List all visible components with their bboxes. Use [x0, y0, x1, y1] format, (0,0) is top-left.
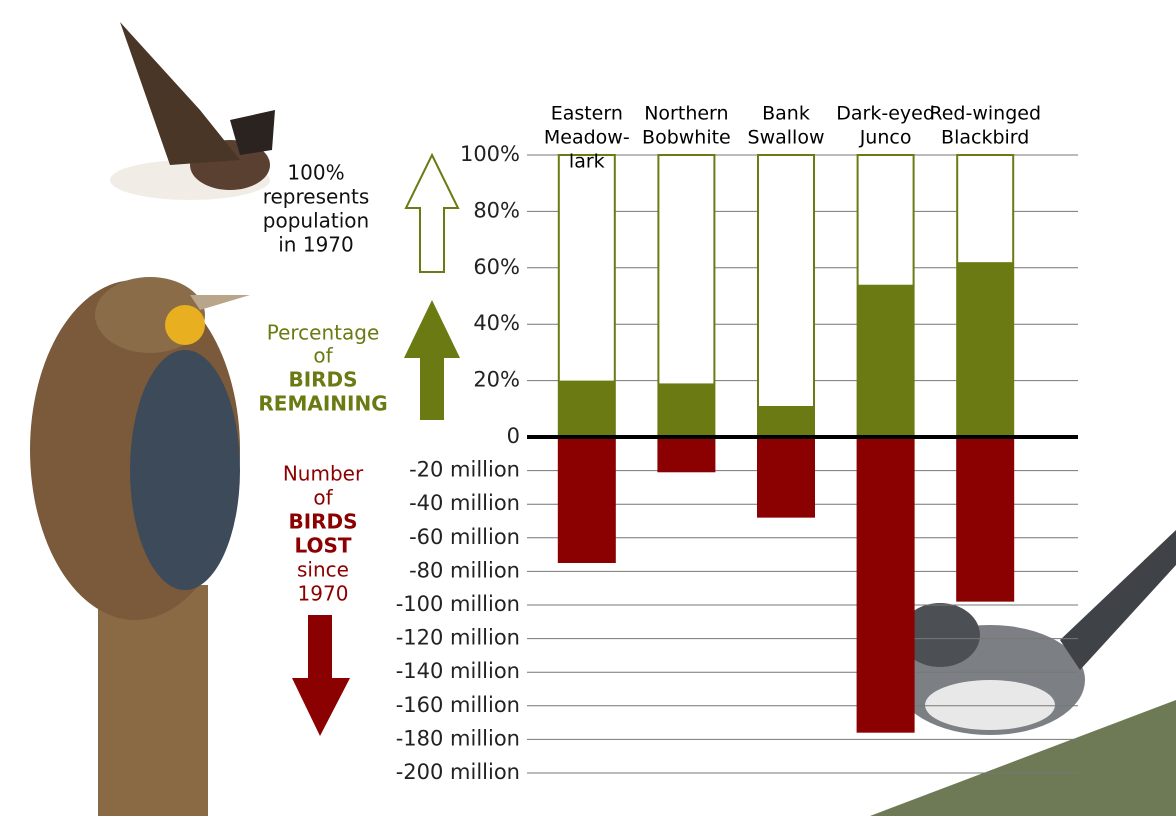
meadowlark-illustration — [30, 277, 250, 816]
y-tick-label: 80% — [473, 198, 520, 222]
remaining-bar — [558, 380, 615, 437]
label-line: BIRDS — [288, 368, 357, 392]
y-tick-label: -40 million — [409, 491, 520, 515]
baseline-note: 100% represents population in 1970 — [263, 161, 370, 257]
label-line: REMAINING — [258, 392, 387, 416]
y-tick-label: -180 million — [396, 726, 520, 750]
label-line: Percentage — [267, 321, 380, 345]
y-tick-label: 60% — [473, 255, 520, 279]
lost-bar — [856, 437, 915, 733]
y-tick-label: -100 million — [396, 592, 520, 616]
category-label: Bank — [762, 103, 810, 125]
lost-bar — [757, 437, 815, 518]
y-tick-label: 0 — [507, 424, 520, 448]
category-label: Red-winged — [929, 103, 1041, 125]
lost-arrow — [292, 615, 350, 736]
y-tick-label: 40% — [473, 311, 520, 335]
junco-illustration — [870, 530, 1176, 816]
label-line: 1970 — [298, 582, 349, 606]
category-label: Blackbird — [941, 127, 1029, 149]
population-outline — [757, 154, 815, 438]
category-label: Northern — [644, 103, 728, 125]
label-line: since — [297, 558, 349, 582]
y-tick-label: -160 million — [396, 693, 520, 717]
lost-bar — [557, 437, 616, 563]
remaining-label: Percentage of BIRDS REMAINING — [258, 321, 387, 416]
swallow-illustration — [110, 22, 275, 200]
y-tick-label: -140 million — [396, 659, 520, 683]
remaining-arrow — [404, 300, 460, 420]
outline-arrow — [404, 152, 460, 273]
label-line: LOST — [294, 534, 351, 558]
y-tick-label: -200 million — [396, 760, 520, 784]
y-tick-label: -120 million — [396, 626, 520, 650]
category-label: Junco — [859, 127, 912, 149]
note-line: population — [263, 209, 369, 233]
remaining-bar — [857, 284, 914, 437]
category-label: Meadow- — [544, 127, 630, 149]
note-line: 100% — [287, 161, 344, 185]
category-label: lark — [569, 151, 605, 173]
label-line: of — [313, 344, 333, 368]
note-line: represents — [263, 185, 370, 209]
category-label: Bobwhite — [642, 127, 731, 149]
remaining-bar — [758, 405, 814, 437]
lost-bar — [657, 437, 716, 473]
lost-bar — [956, 437, 1015, 602]
y-tick-label: 20% — [473, 368, 520, 392]
label-line: Number — [283, 462, 364, 486]
remaining-bar — [658, 383, 715, 437]
label-line: of — [313, 486, 333, 510]
y-tick-label: -60 million — [409, 525, 520, 549]
y-tick-label: -20 million — [409, 458, 520, 482]
category-label: Swallow — [748, 127, 825, 149]
lost-label: Number of BIRDS LOST since 1970 — [283, 462, 364, 606]
label-line: BIRDS — [288, 510, 357, 534]
category-label: Eastern — [551, 103, 623, 125]
remaining-bar — [957, 262, 1014, 437]
category-label: Dark-eyed — [836, 103, 935, 125]
note-line: in 1970 — [278, 233, 354, 257]
y-tick-label: -80 million — [409, 558, 520, 582]
y-tick-label: 100% — [460, 142, 520, 166]
